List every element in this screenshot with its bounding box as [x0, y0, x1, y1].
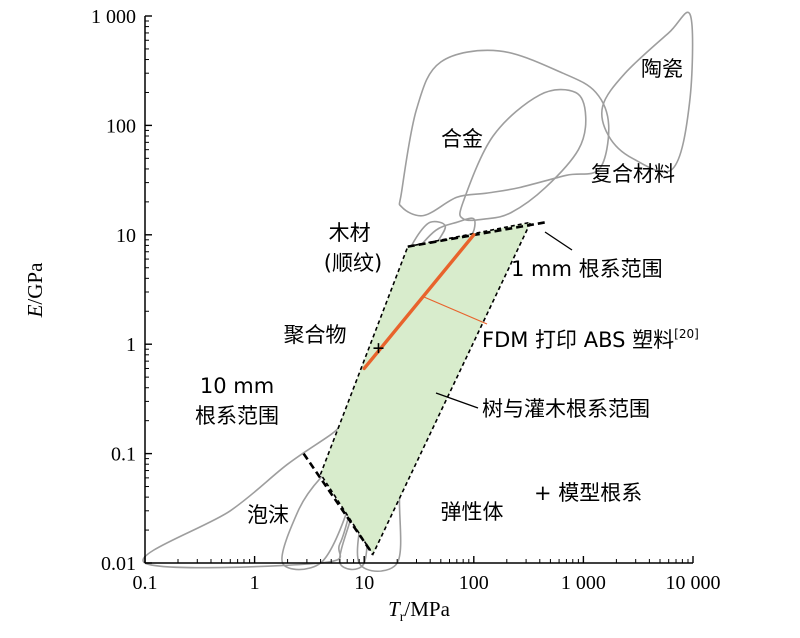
y-axis-title-unit: /GPa	[23, 262, 47, 305]
x-tick-label: 10	[354, 572, 374, 594]
model-root-marker	[373, 343, 384, 354]
y-axis-title: E/GPa	[23, 262, 47, 319]
wood-label-line1: 木材	[329, 221, 371, 245]
wood-label-line2: (顺纹)	[324, 251, 382, 275]
region-label-alloys: 合金	[441, 127, 483, 151]
leader-fdm	[423, 296, 488, 325]
fdm-reference: [20]	[674, 327, 699, 341]
x-tick-label: 1 000	[561, 572, 606, 594]
x-axis-title-unit: /MPa	[404, 597, 450, 621]
label-model-roots: + 模型根系	[534, 481, 642, 505]
y-tick-label: 1	[126, 334, 136, 356]
label-tree-shrub-range: 树与灌木根系范围	[482, 397, 650, 421]
data-series	[302, 221, 546, 556]
x-axis-title-symbol: T	[388, 597, 401, 621]
region-label-elastomers: 弹性体	[441, 500, 504, 524]
label-10mm-line2: 根系范围	[195, 404, 279, 428]
y-tick-label: 100	[106, 115, 136, 137]
label-10mm-line1: 10 mm	[200, 374, 274, 398]
line-10mm-range	[302, 452, 374, 556]
x-ticks: 0.1 1 10 100 1 000 10 000	[133, 556, 721, 594]
region-outline-composites	[459, 88, 587, 222]
y-tick-label: 10	[116, 225, 136, 247]
x-axis-title-subscript: r	[400, 610, 405, 625]
line-fdm-abs	[362, 233, 476, 371]
region-label-wood: 木材 (顺纹)	[324, 221, 382, 275]
x-tick-label: 100	[459, 572, 489, 594]
region-label-polymers: 聚合物	[284, 323, 347, 347]
region-label-composites: 复合材料	[591, 162, 675, 186]
y-axis-title-symbol: E	[23, 304, 47, 318]
label-fdm-abs: FDM 打印 ABS 塑料[20]	[482, 327, 699, 352]
leader-1mm	[544, 231, 573, 251]
y-ticks: 0.01 0.1 1 10 100 1 000	[91, 6, 152, 575]
line-1mm-range	[407, 221, 546, 248]
y-tick-label: 1 000	[91, 6, 136, 28]
fdm-label-text: FDM 打印 ABS 塑料	[482, 328, 674, 352]
x-tick-label: 10 000	[666, 572, 721, 594]
region-outline-alloys	[398, 49, 610, 217]
x-tick-label: 0.1	[133, 572, 158, 594]
x-axis-title: Tr/MPa	[388, 597, 451, 625]
y-tick-label: 0.01	[101, 553, 136, 575]
region-label-ceramics: 陶瓷	[641, 57, 683, 81]
label-1mm-range: 1 mm 根系范围	[511, 257, 663, 281]
leader-trees	[435, 392, 479, 409]
region-label-foams: 泡沫	[247, 503, 289, 527]
region-outline-ceramics	[600, 11, 694, 173]
x-tick-label: 1	[250, 572, 260, 594]
y-tick-label: 0.1	[111, 444, 136, 466]
